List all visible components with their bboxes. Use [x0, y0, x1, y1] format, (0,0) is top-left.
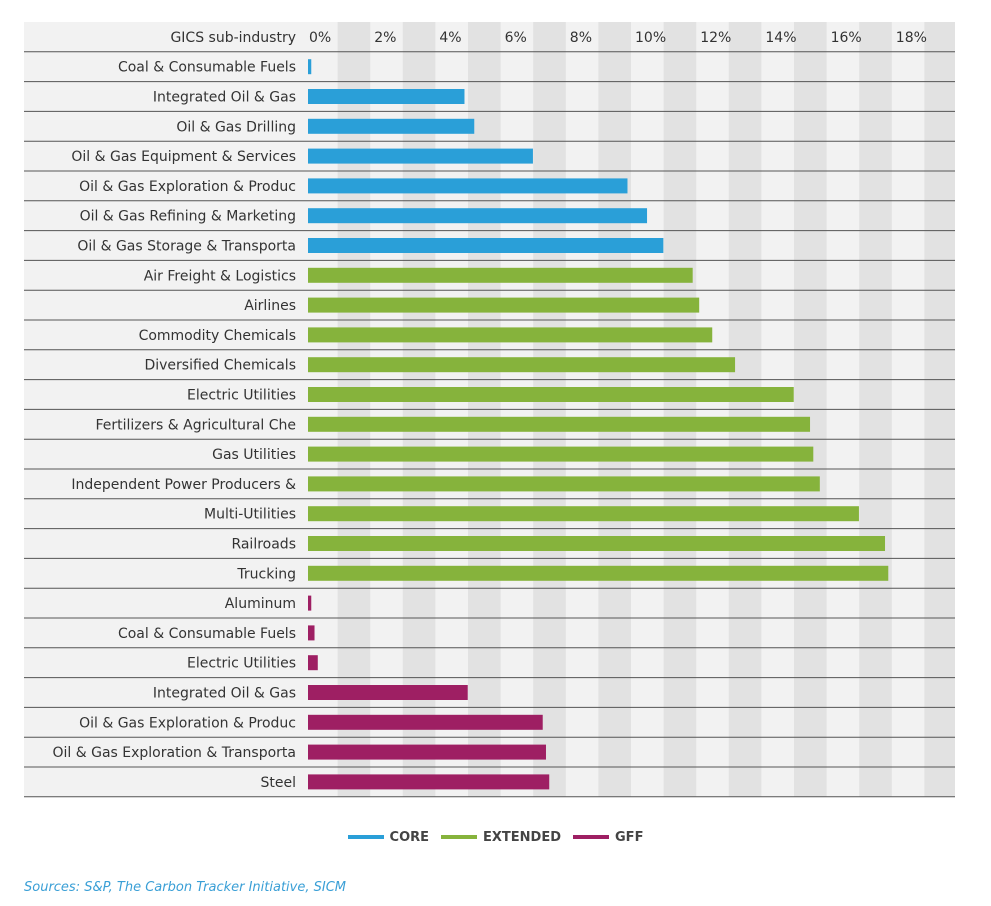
bar-extended: [308, 506, 859, 522]
legend-label: CORE: [389, 829, 430, 845]
x-tick-label: 18%: [896, 30, 927, 46]
x-tick-label: 8%: [570, 30, 592, 46]
bar-gff: [308, 655, 318, 671]
row-label: Integrated Oil & Gas: [153, 686, 296, 702]
row-label: Oil & Gas Drilling: [176, 119, 296, 135]
row-label: Gas Utilities: [212, 447, 296, 463]
bar-extended: [308, 476, 820, 492]
bar-core: [308, 178, 628, 194]
row-label: Trucking: [236, 566, 296, 582]
row-label: Railroads: [231, 537, 296, 553]
legend-swatch: [441, 835, 478, 839]
row-dividers: [24, 51, 955, 798]
row-label: Fertilizers & Agricultural Che: [95, 417, 296, 433]
x-tick-label: 6%: [505, 30, 527, 46]
category-header: GICS sub-industry: [170, 30, 296, 46]
legend-swatch: [347, 835, 384, 839]
row-label: Independent Power Producers &: [71, 477, 296, 493]
bar-extended: [308, 357, 736, 373]
bar-core: [308, 89, 465, 104]
bar-extended: [308, 565, 889, 581]
row-label: Integrated Oil & Gas: [153, 90, 296, 106]
row-label: Multi-Utilities: [204, 507, 296, 523]
source-note: Sources: S&P, The Carbon Tracker Initiat…: [24, 880, 346, 895]
row-label: Commodity Chemicals: [139, 328, 296, 344]
bar-gff: [308, 595, 312, 611]
x-tick-label: 10%: [635, 30, 666, 46]
legend-item: EXTENDED: [441, 830, 561, 845]
legend-label: EXTENDED: [483, 829, 562, 845]
row-label: Airlines: [244, 298, 296, 314]
row-label: Electric Utilities: [187, 388, 296, 404]
bar-gff: [308, 774, 550, 790]
legend-swatch: [573, 835, 610, 839]
x-tick-label: 4%: [439, 30, 461, 46]
row-label: Oil & Gas Exploration & Transporta: [52, 745, 296, 761]
bar-gff: [308, 625, 315, 641]
bar-extended: [308, 267, 693, 283]
bar-extended: [308, 416, 811, 432]
legend: CORE EXTENDED GFF: [0, 828, 991, 845]
bar-extended: [308, 297, 700, 313]
row-label: Diversified Chemicals: [144, 358, 296, 374]
bars: [308, 59, 889, 790]
x-tick-label: 12%: [700, 30, 731, 46]
row-label: Aluminum: [225, 596, 296, 612]
legend-item: GFF: [573, 830, 643, 845]
bar-gff: [308, 714, 543, 730]
bar-extended: [308, 536, 886, 551]
bar-chart: Coal & Consumable Fuels Integrated Oil & …: [24, 22, 955, 798]
x-tick-label: 16%: [831, 30, 862, 46]
row-label: Coal & Consumable Fuels: [118, 60, 296, 76]
bar-extended: [308, 446, 814, 462]
row-label: Steel: [261, 775, 297, 791]
bar-extended: [308, 327, 713, 343]
bar-gff: [308, 744, 546, 760]
x-tick-label: 14%: [765, 30, 796, 46]
bar-gff: [308, 685, 468, 700]
x-tick-label: 2%: [374, 30, 396, 46]
bar-core: [308, 148, 533, 164]
row-label: Oil & Gas Equipment & Services: [71, 149, 296, 165]
row-labels: Coal & Consumable Fuels Integrated Oil & …: [52, 60, 296, 791]
row-label: Coal & Consumable Fuels: [118, 626, 296, 642]
row-label: Oil & Gas Refining & Marketing: [80, 209, 296, 225]
row-label: Oil & Gas Exploration & Produc: [79, 179, 296, 195]
row-label: Oil & Gas Storage & Transporta: [77, 239, 296, 255]
legend-label: GFF: [615, 829, 644, 845]
bar-core: [308, 59, 312, 75]
bar-core: [308, 118, 475, 134]
bar-core: [308, 238, 664, 253]
row-label: Electric Utilities: [187, 656, 296, 672]
x-tick-labels: 0% 2% 4% 6% 8% 10% 12% 14% 16% 18%: [309, 30, 927, 46]
bar-core: [308, 208, 648, 224]
row-label: Oil & Gas Exploration & Produc: [79, 715, 296, 731]
bar-extended: [308, 387, 794, 402]
row-label: Air Freight & Logistics: [144, 268, 296, 284]
x-tick-label: 0%: [309, 30, 331, 46]
legend-item: CORE: [347, 829, 430, 845]
